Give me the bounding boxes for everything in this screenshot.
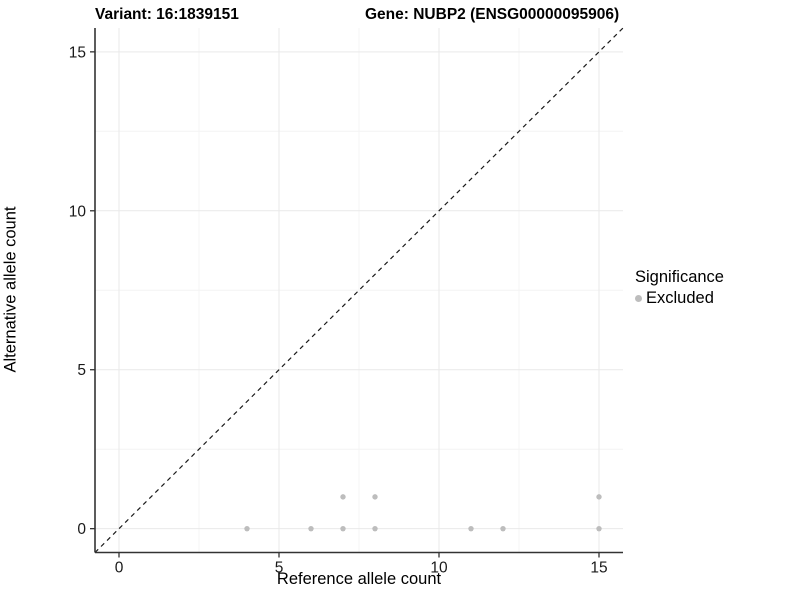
x-tick-label: 0 [115,560,124,577]
data-point [500,525,506,532]
plot-title-gene: Gene: NUBP2 (ENSG00000095906) [365,6,620,23]
x-axis-label: Reference allele count [276,570,442,588]
data-point [372,494,378,500]
y-tick-label: 5 [77,362,86,379]
y-tick-label: 10 [69,203,87,220]
data-point [340,494,346,500]
legend: Significance Excluded [635,268,724,308]
y-tick-label: 0 [77,521,86,538]
data-point [468,525,474,532]
y-axis-label: Alternative allele count [1,206,20,373]
data-point [244,525,250,532]
x-tick-label: 5 [275,560,284,577]
data-point [308,525,314,532]
x-tick-label: 10 [430,560,448,577]
data-point [340,525,346,532]
data-point [372,525,378,532]
y-tick-label: 15 [69,44,86,61]
data-point [596,494,602,500]
legend-title: Significance [635,268,724,286]
legend-item-label: Excluded [646,289,714,307]
legend-point-icon [635,295,642,302]
plot-title-variant: Variant: 16:1839151 [95,6,239,23]
x-tick-label: 15 [590,560,607,577]
data-point [596,525,602,532]
legend-item-excluded: Excluded [635,289,724,308]
